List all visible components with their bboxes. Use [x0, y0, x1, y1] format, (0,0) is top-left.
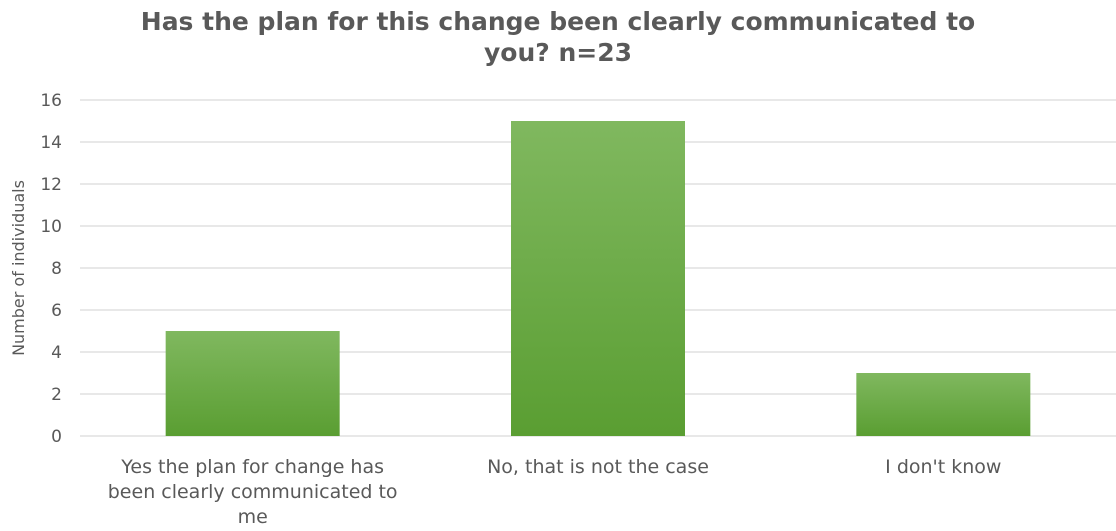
x-category-label: No, that is not the case — [487, 456, 709, 478]
y-tick-label: 4 — [51, 343, 62, 363]
bar-1 — [511, 121, 685, 436]
y-axis-title: Number of individuals — [9, 180, 28, 356]
x-category-label: me — [238, 506, 268, 528]
bars — [165, 121, 1031, 436]
x-category-label: I don't know — [885, 456, 1001, 478]
bar-0 — [165, 331, 340, 436]
x-category-label: Yes the plan for change has — [120, 456, 384, 478]
y-axis-ticks: 0 2 4 6 8 10 12 14 16 — [40, 91, 62, 447]
bar-2 — [856, 373, 1031, 436]
y-tick-label: 16 — [40, 91, 62, 111]
chart-title-line-2: you? n=23 — [483, 38, 632, 67]
y-tick-label: 8 — [51, 259, 62, 279]
chart-title: Has the plan for this change been clearl… — [0, 6, 1116, 68]
y-tick-label: 2 — [51, 385, 62, 405]
y-tick-label: 0 — [51, 427, 62, 447]
y-tick-label: 14 — [40, 133, 62, 153]
y-tick-label: 12 — [40, 175, 62, 195]
y-tick-label: 6 — [51, 301, 62, 321]
x-category-label: been clearly communicated to — [108, 481, 398, 503]
chart-title-line-1: Has the plan for this change been clearl… — [140, 7, 976, 36]
y-tick-label: 10 — [40, 217, 62, 237]
x-axis-labels: Yes the plan for change has been clearly … — [108, 456, 1002, 528]
